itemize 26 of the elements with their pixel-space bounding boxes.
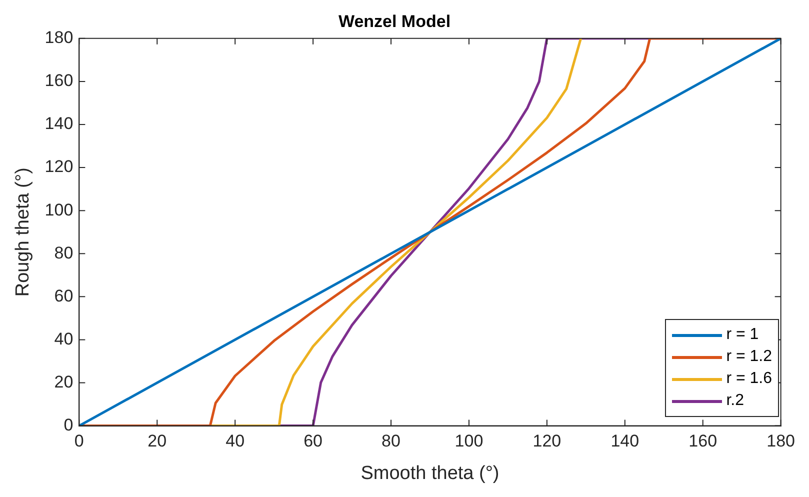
x-tick-label: 140 <box>610 432 640 451</box>
x-tick-label: 120 <box>532 432 562 451</box>
legend-label: r = 1.2 <box>726 348 772 366</box>
y-tick-label: 80 <box>54 243 74 262</box>
y-tick-label: 40 <box>54 329 74 348</box>
x-axis-title: Smooth theta (°) <box>360 462 500 484</box>
y-tick-label: 100 <box>44 200 74 220</box>
x-tick-label: 80 <box>382 432 400 451</box>
y-tick-label: 60 <box>54 286 74 306</box>
y-axis-title: Rough theta (°) <box>12 168 34 297</box>
y-tick-label: 0 <box>64 415 74 434</box>
chart-title: Wenzel Model <box>338 12 451 31</box>
x-tick-label: 180 <box>766 432 796 451</box>
x-tick-label: 160 <box>688 432 718 451</box>
legend-label: r = 1 <box>726 326 759 344</box>
y-tick-label: 140 <box>44 114 74 134</box>
x-tick-label: 60 <box>304 432 323 451</box>
y-tick-label: 120 <box>44 157 74 176</box>
y-tick-label: 160 <box>44 71 74 90</box>
legend-label: r.2 <box>726 392 744 410</box>
y-tick-label: 180 <box>44 28 74 48</box>
legend-label: r = 1.6 <box>726 370 772 388</box>
x-tick-label: 20 <box>148 432 167 451</box>
x-tick-label: 100 <box>454 432 484 451</box>
y-tick-label: 20 <box>54 372 74 392</box>
x-tick-label: 40 <box>226 432 245 451</box>
